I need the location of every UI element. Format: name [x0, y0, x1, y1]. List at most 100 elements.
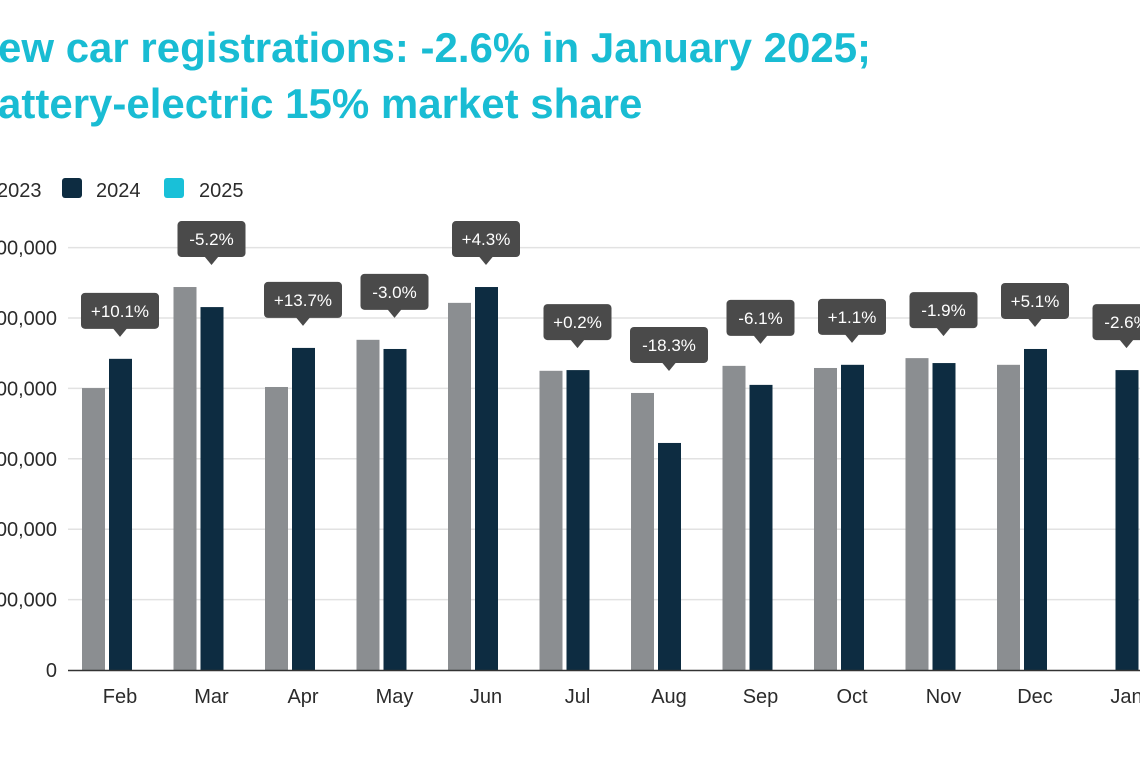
bar-2023-nov	[905, 358, 929, 670]
callout-label: -1.9%	[921, 301, 965, 320]
bar-2024-apr	[292, 347, 315, 670]
x-tick-label: Feb	[103, 686, 137, 708]
gridlines	[68, 246, 1140, 601]
callout-pointer	[662, 362, 676, 371]
x-tick-label: May	[376, 686, 414, 708]
callout-pointer	[1028, 318, 1042, 327]
callout-label: -6.1%	[738, 309, 782, 328]
bar-2023-dec	[997, 364, 1020, 670]
legend-label-2023: 2023	[0, 180, 42, 202]
y-tick-label: 00,000	[0, 449, 57, 471]
bar-2023-may	[356, 339, 380, 670]
callout-box	[1092, 304, 1140, 341]
callout-box	[177, 221, 246, 258]
y-tick-label: 0	[46, 660, 57, 682]
bar-2024-nov	[932, 363, 956, 670]
callout-label: -3.0%	[372, 283, 416, 302]
callout: +5.1%	[1001, 282, 1069, 327]
title-line-1: ew car registrations: -2.6% in January 2…	[0, 24, 871, 71]
callout: -5.2%	[177, 221, 246, 266]
y-tick-label: 00,000	[0, 590, 57, 612]
callout-pointer	[479, 256, 493, 266]
annotations: +10.1% -5.2% +13.7% -3.0% +4.3% +0.2% -18.3% -6…	[81, 221, 1140, 371]
callout-pointer	[936, 327, 951, 337]
callout-label: +13.7%	[274, 291, 332, 310]
callout-box	[630, 326, 708, 363]
bar-2023-apr	[265, 386, 288, 670]
x-tick-label: Apr	[287, 686, 318, 708]
callout-label: -18.3%	[642, 336, 696, 355]
callout-pointer	[296, 317, 310, 326]
callout-pointer	[570, 339, 585, 349]
callout: +1.1%	[818, 298, 886, 343]
callout: +0.2%	[543, 304, 612, 349]
callout: +4.3%	[452, 221, 520, 266]
bar-2023-aug	[631, 392, 654, 670]
callout-pointer	[204, 256, 219, 266]
x-tick-label: Nov	[926, 686, 962, 708]
callout-label: +10.1%	[91, 302, 149, 321]
bar-2024-mar	[200, 307, 224, 670]
callout-box	[818, 298, 886, 335]
x-tick-label: Jan	[1110, 686, 1140, 708]
bar-2024-jul	[566, 370, 590, 670]
callout: -2.6%	[1092, 304, 1140, 349]
bar-2024-sep	[749, 384, 773, 670]
bar-2024-may	[383, 348, 407, 670]
bar-2024-dec	[1024, 348, 1047, 670]
callout-box	[360, 273, 429, 310]
callout: +13.7%	[264, 281, 342, 326]
callout-box	[1001, 282, 1069, 319]
legend: 2023 2024 2025	[0, 178, 244, 202]
legend-label-2025: 2025	[199, 180, 244, 202]
y-tick-label: 00,000	[0, 519, 57, 541]
callout-pointer	[845, 334, 859, 343]
bar-2023-jun	[448, 302, 471, 670]
callout: -18.3%	[630, 326, 708, 371]
callout-label: -5.2%	[189, 230, 233, 249]
callout-label: +1.1%	[828, 308, 877, 327]
callout: -3.0%	[360, 273, 429, 318]
callout: +10.1%	[81, 292, 159, 337]
callout-pointer	[753, 335, 768, 344]
legend-label-2024: 2024	[96, 180, 141, 202]
x-tick-label: Aug	[651, 686, 687, 708]
callout-pointer	[113, 328, 127, 337]
bar-2024-oct	[841, 364, 864, 670]
bar-2023-sep	[722, 365, 746, 670]
callout-box	[543, 304, 612, 341]
bar-2024-jan	[1115, 370, 1139, 670]
callout-box	[909, 292, 978, 329]
x-tick-label: Jul	[565, 686, 591, 708]
x-tick-label: Dec	[1017, 686, 1053, 708]
x-tick-label: Oct	[836, 686, 868, 708]
bar-2023-oct	[814, 367, 837, 670]
y-tick-label: 00,000	[0, 378, 57, 400]
x-tick-label: Mar	[194, 686, 229, 708]
legend-swatch-2025	[164, 178, 184, 198]
callout: -6.1%	[726, 299, 795, 344]
bar-2023-mar	[173, 287, 197, 670]
callout-label: +4.3%	[462, 230, 511, 249]
bar-2024-feb	[109, 358, 132, 670]
x-tick-label: Sep	[743, 686, 779, 708]
callout: -1.9%	[909, 292, 978, 337]
bar-2024-jun	[475, 287, 498, 670]
callout-label: +0.2%	[553, 313, 602, 332]
y-tick-label: 00,000	[0, 238, 57, 260]
bar-2023-feb	[82, 388, 105, 670]
callout-box	[264, 281, 342, 318]
title-line-2: attery-electric 15% market share	[0, 80, 642, 127]
callout-box	[726, 299, 795, 336]
callout-label: -2.6%	[1104, 313, 1140, 332]
callout-box	[452, 221, 520, 258]
callout-pointer	[387, 309, 402, 318]
callout-box	[81, 292, 159, 329]
x-axis: Feb Mar Apr May Jun Jul Aug Sep Oct Nov Dec Jan	[103, 686, 1140, 708]
bar-2023-jul	[539, 370, 563, 670]
y-tick-label: 00,000	[0, 308, 57, 330]
callout-label: +5.1%	[1011, 292, 1060, 311]
bar-2024-aug	[658, 442, 681, 670]
x-tick-label: Jun	[470, 686, 502, 708]
